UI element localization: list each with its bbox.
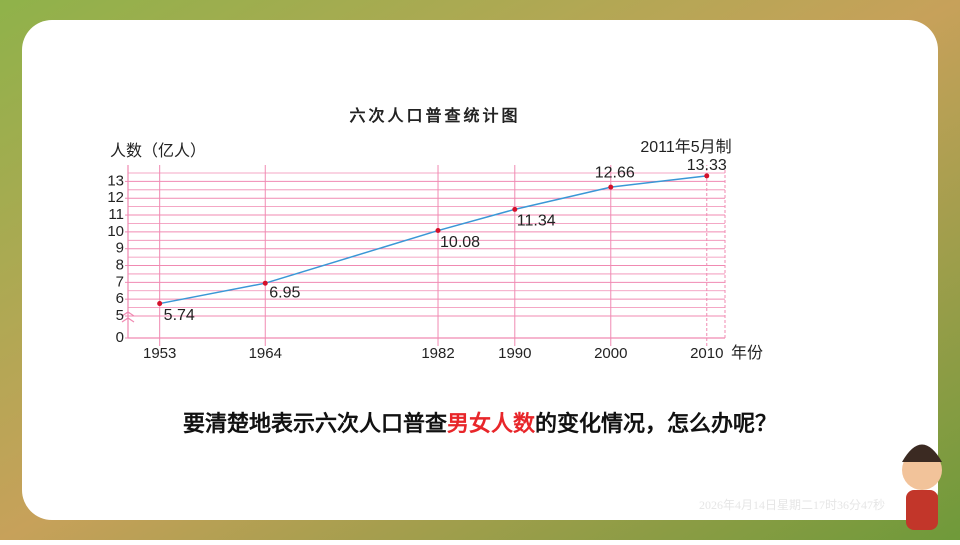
y-tick-label: 10 — [107, 223, 124, 240]
x-tick-label: 2000 — [594, 345, 627, 362]
y-tick-label: 12 — [107, 189, 124, 206]
data-point — [512, 206, 518, 212]
x-axis-label: 年份 — [731, 344, 763, 362]
chart-note: 2011年5月制 — [640, 138, 731, 156]
y-tick-label: 7 — [116, 273, 124, 290]
data-label: 11.34 — [517, 213, 556, 230]
y-tick-label: 11 — [108, 206, 124, 223]
data-point — [262, 280, 268, 286]
data-point — [157, 301, 163, 307]
data-label: 10.08 — [440, 234, 480, 251]
data-point — [608, 184, 614, 190]
x-tick-label: 1982 — [421, 345, 454, 362]
data-label: 13.33 — [687, 157, 727, 174]
question: 要清楚地表示六次人口普查男女人数的变化情况，怎么办呢？ — [183, 411, 777, 436]
x-tick-label: 1990 — [498, 345, 531, 362]
data-point — [704, 173, 710, 179]
character — [902, 444, 942, 530]
data-label: 12.66 — [595, 164, 635, 181]
y-axis-label: 人数（亿人） — [110, 142, 206, 160]
question-text: 的变化情况，怎么办呢？ — [535, 411, 777, 436]
y-tick-label: 9 — [116, 240, 124, 257]
timestamp: 2026年4月14日星期二17时36分47秒 — [699, 498, 885, 512]
question-highlight: 男女人数 — [447, 411, 536, 436]
y-tick-label: 5 — [116, 307, 124, 324]
x-tick-label: 1953 — [143, 345, 176, 362]
x-tick-label: 2010 — [690, 345, 723, 362]
x-tick-label: 1964 — [249, 345, 282, 362]
data-label: 5.74 — [164, 307, 195, 324]
data-line — [159, 175, 707, 305]
chart-title: 六次人口普查统计图 — [349, 106, 520, 125]
data-point — [435, 228, 441, 234]
y-tick-label: 13 — [107, 172, 124, 189]
y-tick-label: 0 — [116, 329, 124, 346]
question-text: 要清楚地表示六次人口普查 — [183, 411, 447, 436]
card — [22, 20, 938, 520]
y-tick-label: 8 — [116, 256, 124, 273]
data-label: 6.95 — [269, 284, 300, 301]
y-tick-label: 6 — [116, 290, 124, 307]
